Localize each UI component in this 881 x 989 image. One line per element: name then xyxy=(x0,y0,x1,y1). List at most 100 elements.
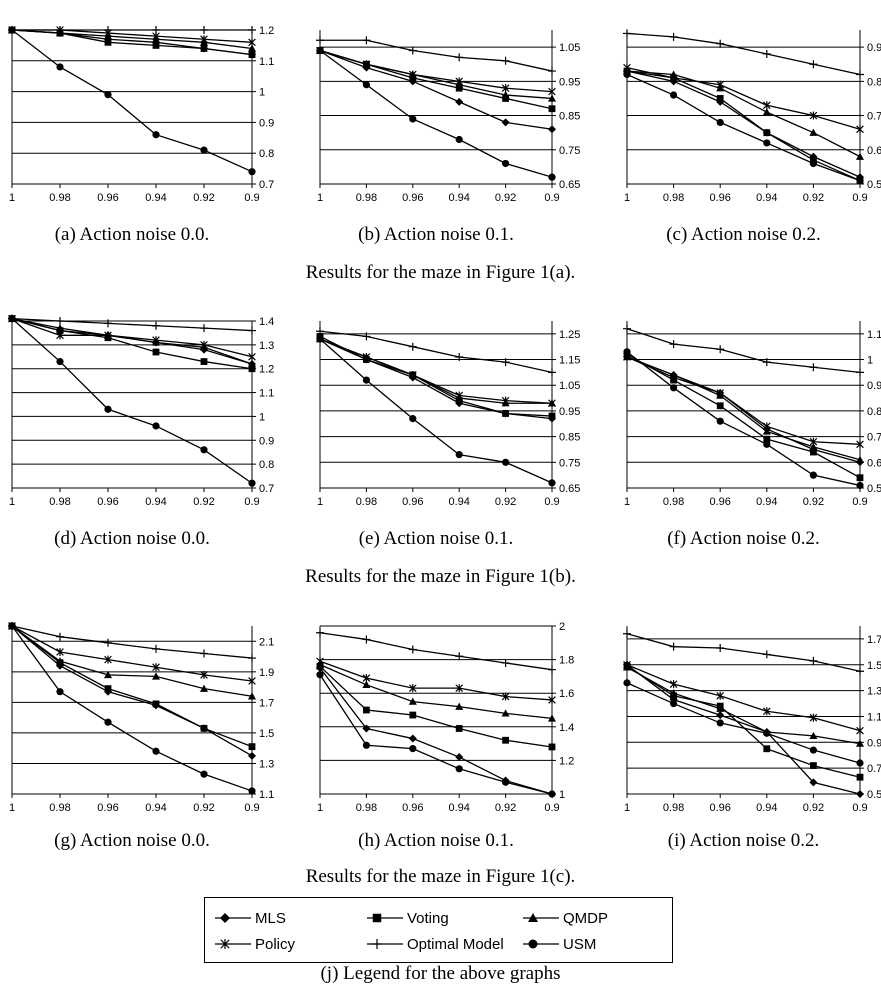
point-b-policy-1 xyxy=(362,60,371,69)
ytick-label-d-2: 0.9 xyxy=(259,435,274,447)
xtick-label-e-2: 0.96 xyxy=(402,496,423,508)
ytick-label-f-3: 0.8 xyxy=(867,406,881,418)
point-f-usm-5 xyxy=(856,481,864,490)
point-i-optimal-model-3 xyxy=(762,650,771,659)
xtick-label-b-0: 1 xyxy=(317,192,323,204)
ytick-label-c-1: 0.6 xyxy=(867,145,881,157)
point-e-usm-0 xyxy=(316,335,324,343)
series-line-g-optimal-model xyxy=(11,625,253,659)
ytick-label-e-2: 0.85 xyxy=(559,432,580,444)
point-c-policy-1 xyxy=(669,73,678,82)
point-d-voting-5 xyxy=(248,365,256,373)
point-b-policy-4 xyxy=(501,84,510,93)
point-b-usm-0 xyxy=(316,46,324,55)
point-d-voting-4 xyxy=(200,358,208,365)
ytick-label-a-0: 0.7 xyxy=(259,179,274,191)
ytick-label-f-0: 0.5 xyxy=(867,483,881,495)
point-c-policy-4 xyxy=(809,111,818,120)
row-caption-b: Results for the maze in Figure 1(b). xyxy=(305,566,576,587)
legend-label-policy: Policy xyxy=(255,935,296,953)
xtick-label-c-4: 0.92 xyxy=(803,192,824,204)
xtick-label-i-3: 0.94 xyxy=(756,802,777,814)
series-line-b-optimal-model xyxy=(320,39,553,72)
point-d-usm-4 xyxy=(200,446,208,454)
legend-label-mls: MLS xyxy=(255,909,286,927)
point-g-policy-3 xyxy=(152,663,160,672)
ytick-label-c-3: 0.8 xyxy=(867,76,881,88)
point-c-policy-5 xyxy=(856,125,864,134)
point-f-policy-4 xyxy=(809,437,818,446)
point-d-usm-0 xyxy=(8,315,16,323)
point-h-mls-2 xyxy=(408,734,417,743)
point-e-policy-1 xyxy=(362,352,371,361)
point-g-optimal-model-4 xyxy=(200,649,208,658)
series-line-d-usm xyxy=(11,318,253,484)
point-i-policy-0 xyxy=(623,660,631,669)
ytick-label-h-3: 1.6 xyxy=(559,688,574,700)
series-line-h-voting xyxy=(319,665,553,748)
ytick-label-d-1: 0.8 xyxy=(259,459,274,471)
series-line-e-usm xyxy=(319,338,553,484)
point-b-policy-3 xyxy=(455,77,464,86)
point-f-usm-3 xyxy=(763,440,771,448)
point-b-usm-3 xyxy=(455,135,463,144)
point-e-usm-2 xyxy=(409,415,417,423)
xtick-label-h-2: 0.96 xyxy=(402,802,423,814)
xtick-label-d-2: 0.96 xyxy=(97,496,118,508)
ytick-label-g-3: 1.7 xyxy=(259,697,274,709)
point-a-optimal-model-2 xyxy=(104,26,112,34)
xtick-label-a-4: 0.92 xyxy=(193,192,214,204)
point-g-qmdp-4 xyxy=(200,684,208,692)
xtick-label-i-0: 1 xyxy=(624,802,630,814)
ytick-label-h-4: 1.8 xyxy=(559,655,574,667)
ytick-label-a-1: 0.8 xyxy=(259,148,274,160)
point-g-voting-3 xyxy=(152,700,160,708)
legend-entry-qmdp: QMDP xyxy=(521,907,608,929)
ytick-label-b-3: 0.95 xyxy=(559,76,580,88)
xtick-label-f-5: 0.9 xyxy=(852,496,867,508)
xtick-label-c-5: 0.9 xyxy=(852,192,867,204)
series-line-c-qmdp xyxy=(626,70,861,158)
row-caption-a: Results for the maze in Figure 1(a). xyxy=(305,262,576,283)
ytick-label-d-5: 1.2 xyxy=(259,364,274,376)
point-d-optimal-model-1 xyxy=(56,317,64,325)
point-f-policy-3 xyxy=(762,422,771,431)
series-line-g-policy xyxy=(11,625,253,682)
legend-marker-optimal-model xyxy=(367,939,403,949)
caption-i: (i) Action noise 0.2. xyxy=(667,830,820,851)
caption-b: (b) Action noise 0.1. xyxy=(358,224,514,245)
point-d-qmdp-1 xyxy=(56,324,64,332)
legend-marker-shape xyxy=(220,939,230,949)
point-h-policy-2 xyxy=(408,684,417,693)
series-line-h-usm xyxy=(319,674,553,795)
point-f-policy-2 xyxy=(716,388,725,397)
point-i-optimal-model-4 xyxy=(809,656,818,665)
point-c-voting-3 xyxy=(763,129,771,137)
point-i-voting-4 xyxy=(810,762,817,769)
ytick-label-h-2: 1.4 xyxy=(559,722,574,734)
xtick-label-g-1: 0.98 xyxy=(49,802,70,814)
series-line-e-mls xyxy=(319,338,553,420)
point-d-optimal-model-3 xyxy=(152,321,160,330)
ytick-label-i-0: 0.5 xyxy=(867,789,881,801)
chart-h: 1 1.2 1.4 1.6 1.8 2 1 0.98 0.96 0.94 0.92 0.9 xyxy=(316,621,574,814)
point-f-optimal-model-1 xyxy=(669,340,678,349)
point-b-mls-5 xyxy=(548,125,556,134)
point-i-policy-4 xyxy=(809,713,818,722)
series-line-d-qmdp xyxy=(11,317,253,365)
point-i-qmdp-2 xyxy=(716,704,725,712)
ytick-label-d-7: 1.4 xyxy=(259,316,274,328)
point-f-optimal-model-0 xyxy=(623,324,631,333)
series-line-a-usm xyxy=(11,29,253,173)
series-line-f-qmdp xyxy=(626,356,861,461)
xtick-label-h-5: 0.9 xyxy=(544,802,559,814)
point-e-policy-4 xyxy=(501,396,510,405)
xtick-label-d-0: 1 xyxy=(9,496,15,508)
point-d-usm-3 xyxy=(152,422,160,430)
series-line-e-voting xyxy=(319,335,553,417)
point-a-usm-1 xyxy=(56,63,64,71)
xtick-label-b-4: 0.92 xyxy=(495,192,516,204)
ytick-label-e-0: 0.65 xyxy=(559,483,580,495)
point-h-qmdp-4 xyxy=(501,709,510,717)
point-f-policy-1 xyxy=(669,373,678,382)
